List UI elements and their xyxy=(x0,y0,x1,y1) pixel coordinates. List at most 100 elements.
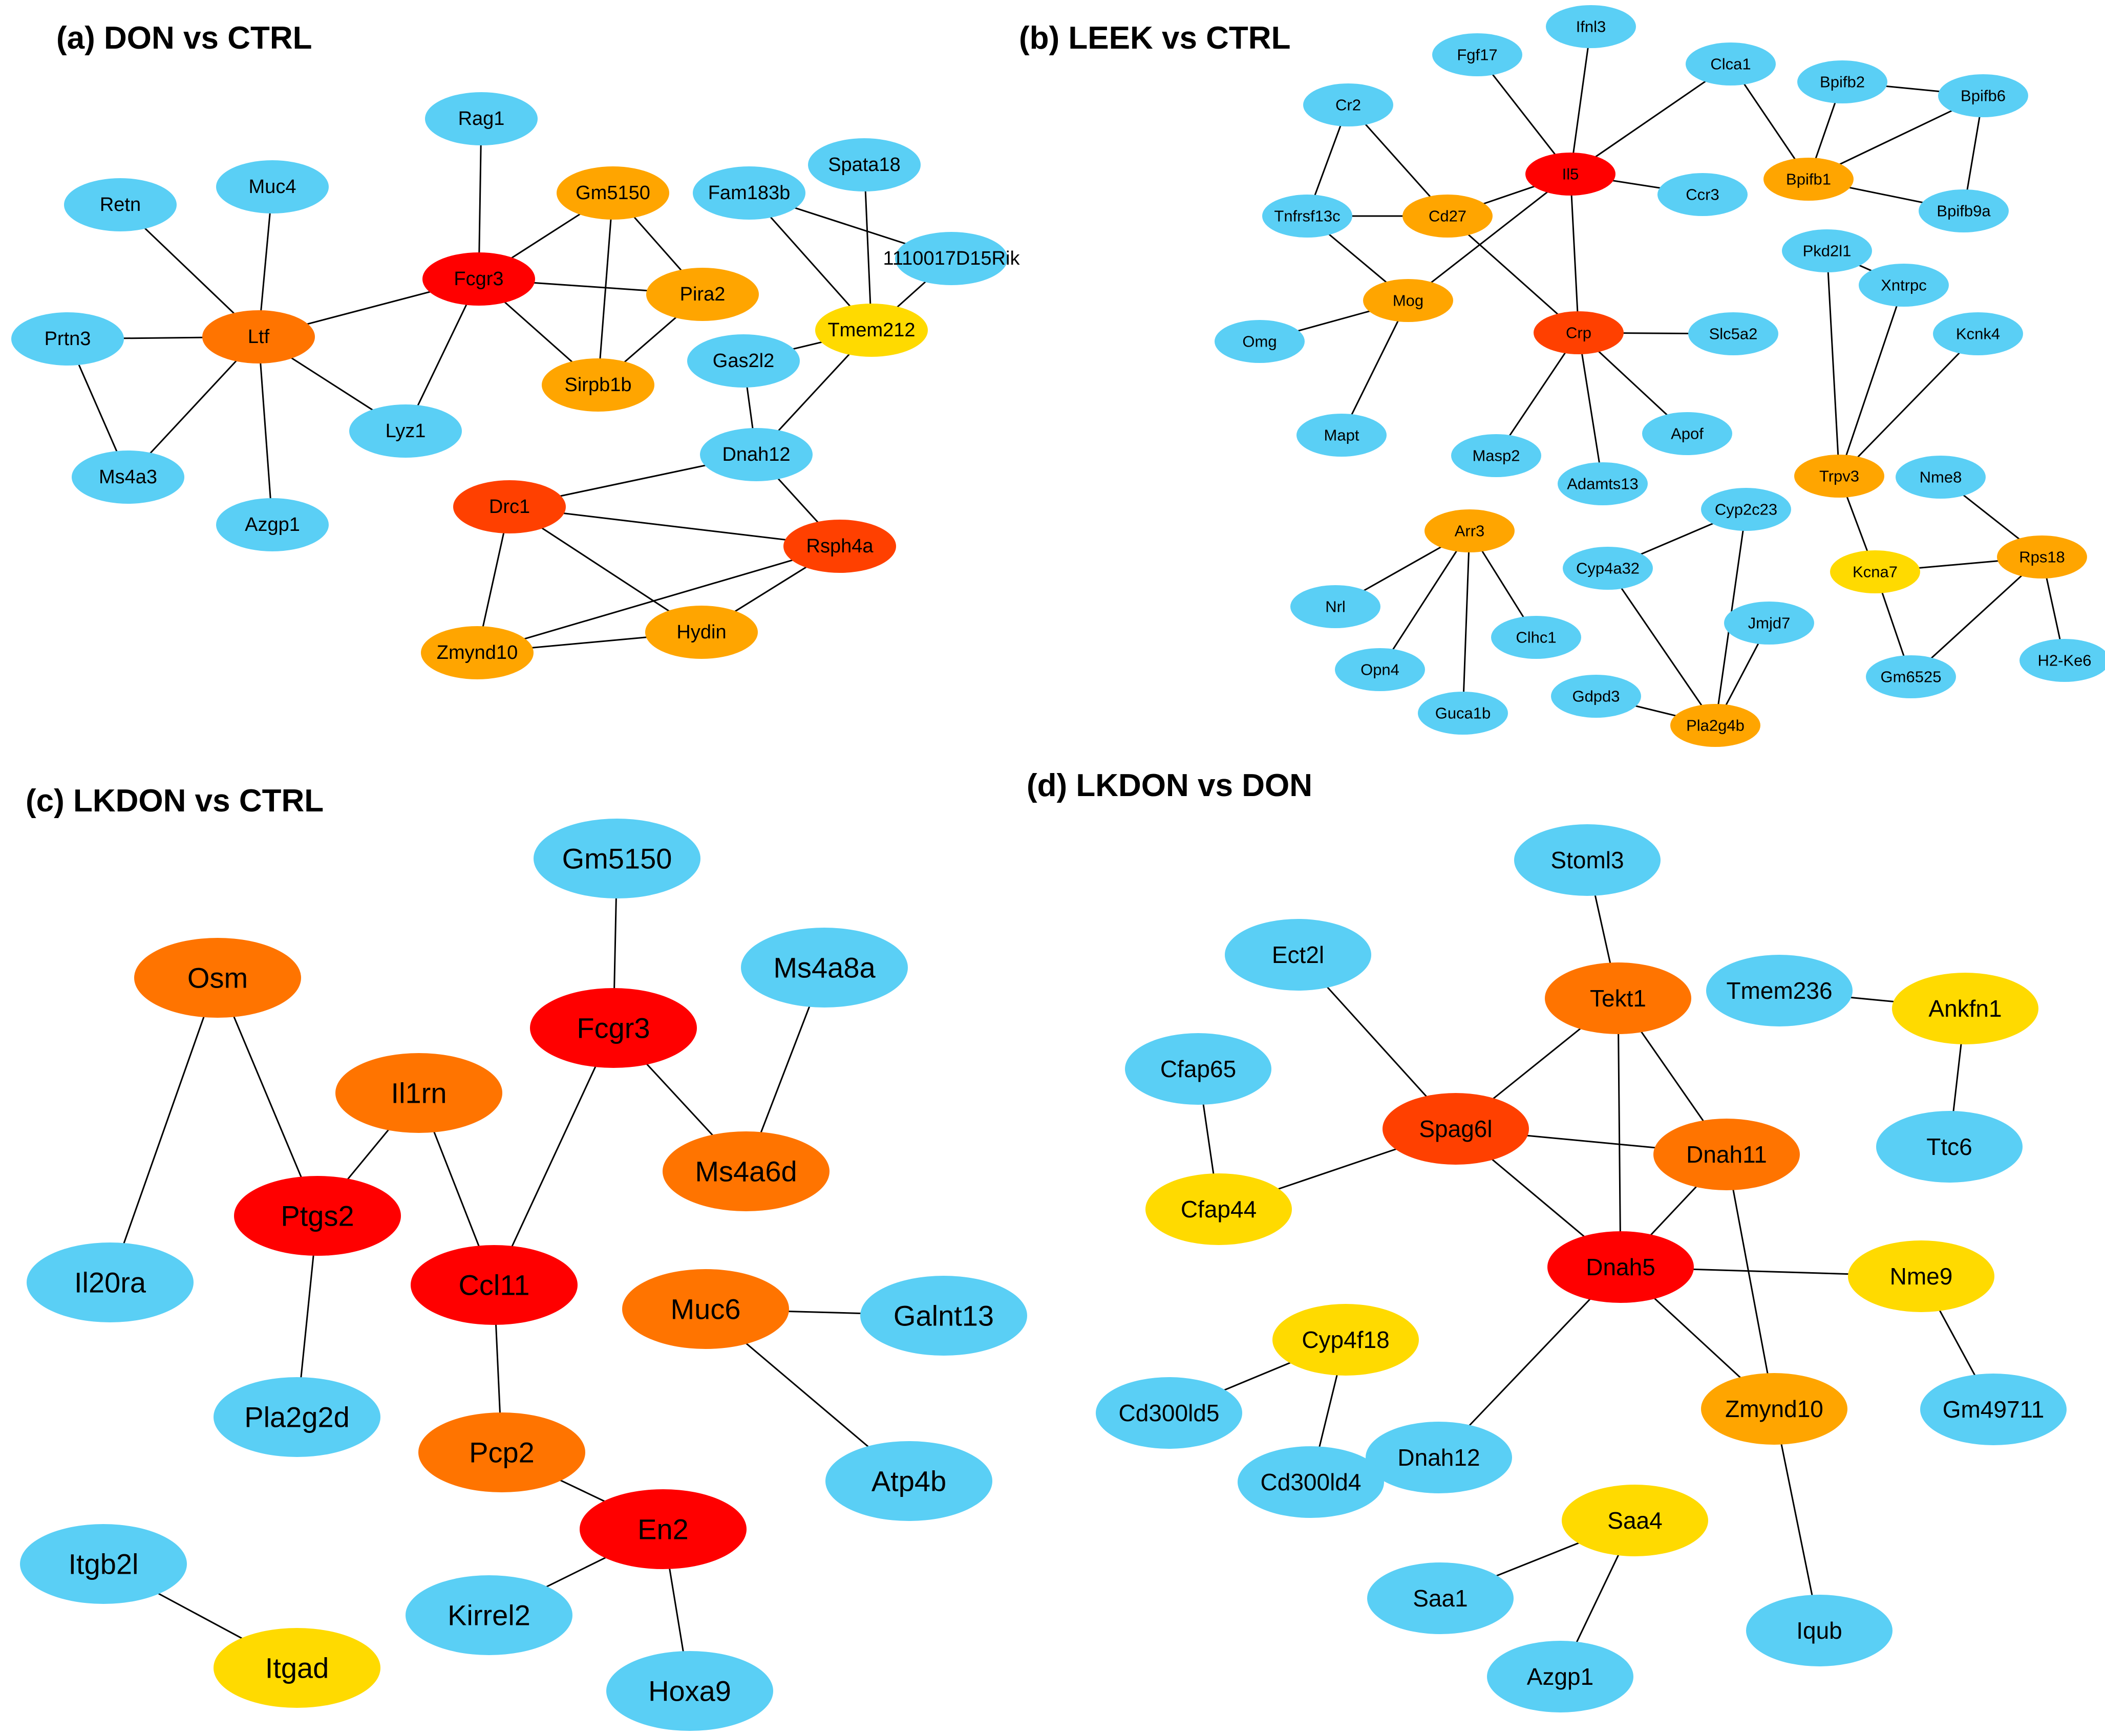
panel-d-node-dnah11: Dnah11 xyxy=(1653,1119,1800,1190)
panel-a-node-drc1-shape xyxy=(453,480,566,533)
panel-a-node-tmem212-label: Tmem212 xyxy=(827,319,915,341)
panel-c-node-il20ra-label: Il20ra xyxy=(74,1267,146,1299)
panel-b-node-bpifb1-label: Bpifb1 xyxy=(1786,170,1831,188)
panel-c-node-pla2g2d: Pla2g2d xyxy=(214,1377,380,1457)
panel-c-node-il1rn-label: Il1rn xyxy=(391,1077,447,1109)
panel-c-title: (c) LKDON vs CTRL xyxy=(26,783,324,819)
panel-d-node-cfap44-label: Cfap44 xyxy=(1181,1196,1257,1223)
panel-b-node-il5: Il5 xyxy=(1525,153,1615,196)
panel-a-edge-rag1-fcgr3 xyxy=(478,118,482,280)
panel-a-node-ms4a3-shape xyxy=(72,451,184,504)
panel-c-node-il20ra-shape xyxy=(27,1242,194,1322)
panel-b-node-omg: Omg xyxy=(1215,320,1305,363)
panel-a-node-ltf-label: Ltf xyxy=(248,326,270,348)
panel-c-node-kirrel2-label: Kirrel2 xyxy=(448,1599,530,1632)
panel-c-node-itgb2l-label: Itgb2l xyxy=(69,1548,139,1580)
panel-b-node-kcnk4-label: Kcnk4 xyxy=(1956,325,2000,343)
panel-b-node-cd27: Cd27 xyxy=(1402,195,1493,238)
panel-b-node-bpifb1-shape xyxy=(1763,158,1854,201)
panel-d-node-cyp4f18-shape xyxy=(1272,1304,1419,1376)
panel-a-node-1110017d15rik: 1110017D15Rik xyxy=(883,232,1020,285)
panel-d-node-cyp4f18: Cyp4f18 xyxy=(1272,1304,1419,1376)
panel-b-node-rps18-shape xyxy=(1997,535,2087,578)
panel-b-edge-arr3-opn4 xyxy=(1379,530,1471,670)
panel-d-node-saa1-shape xyxy=(1367,1562,1514,1634)
panel-b-node-trpv3-shape xyxy=(1794,455,1884,498)
panel-d-node-stoml3: Stoml3 xyxy=(1514,824,1661,896)
panel-a-node-gm5150-shape xyxy=(557,166,669,220)
panel-a-node-fcgr3: Fcgr3 xyxy=(422,252,535,306)
panel-b-node-fgf17-shape xyxy=(1432,33,1522,76)
panel-c-node-ms4a8a: Ms4a8a xyxy=(741,928,908,1008)
panel-a-node-dnah12-label: Dnah12 xyxy=(722,444,790,465)
panel-c-node-galnt13-shape xyxy=(860,1276,1027,1356)
panel-b-node-adamts13: Adamts13 xyxy=(1558,462,1648,505)
panel-a-node-azgp1: Azgp1 xyxy=(216,498,329,551)
panel-c-node-il1rn: Il1rn xyxy=(335,1053,502,1133)
panel-b-node-trpv3-label: Trpv3 xyxy=(1819,467,1859,485)
panel-b-node-adamts13-label: Adamts13 xyxy=(1567,475,1639,493)
panel-a-node-gas2l2-label: Gas2l2 xyxy=(713,350,774,372)
panel-d-node-cfap44-shape xyxy=(1145,1173,1292,1245)
panel-b-node-opn4: Opn4 xyxy=(1335,648,1425,691)
panel-d-node-tekt1: Tekt1 xyxy=(1545,962,1691,1034)
panel-d-node-cd300ld4-label: Cd300ld4 xyxy=(1261,1469,1362,1495)
panel-c-node-en2-label: En2 xyxy=(637,1513,689,1546)
panel-b-node-ccr3-shape xyxy=(1657,173,1748,216)
panel-d-node-azgp1-shape xyxy=(1487,1641,1633,1712)
panel-b-node-nrl-shape xyxy=(1290,585,1380,628)
panel-a-node-hydin-label: Hydin xyxy=(676,621,726,643)
panel-b: (b) LEEK vs CTRL Ifnl3 Fgf17 Clca1 Bpifb2 Bp… xyxy=(1019,5,2105,747)
panel-b-node-nme8-shape xyxy=(1896,456,1986,499)
panel-d-node-ttc6: Ttc6 xyxy=(1876,1111,2023,1183)
panel-d-node-ankfn1: Ankfn1 xyxy=(1892,973,2038,1044)
panel-b-edge-il5-crp xyxy=(1569,174,1580,333)
panel-d-node-ect2l-shape xyxy=(1225,919,1371,991)
panel-b-node-gdpd3-label: Gdpd3 xyxy=(1572,688,1620,705)
panel-c-node-il20ra: Il20ra xyxy=(27,1242,194,1322)
panel-a-node-retn-label: Retn xyxy=(100,194,141,216)
panel-b-node-rps18-label: Rps18 xyxy=(2019,548,2065,566)
panel-b-node-gm6525-shape xyxy=(1866,655,1956,698)
panel-a-node-rag1-shape xyxy=(425,92,538,145)
panel-b-node-pkd2l1-label: Pkd2l1 xyxy=(1803,242,1852,260)
panel-d-node-tmem236: Tmem236 xyxy=(1706,955,1853,1026)
panel-a-node-1110017d15rik-label: 1110017D15Rik xyxy=(883,248,1020,269)
panel-c-node-muc6-label: Muc6 xyxy=(671,1293,741,1325)
panel-b-node-pla2g4b-shape xyxy=(1670,704,1760,747)
panel-b-node-fgf17-label: Fgf17 xyxy=(1457,46,1497,64)
panel-a-node-fcgr3-label: Fcgr3 xyxy=(454,268,503,290)
panel-b-node-tnfrsf13c-shape xyxy=(1262,195,1352,238)
panel-a-node-retn-shape xyxy=(64,178,177,231)
panel-c-node-en2: En2 xyxy=(580,1489,747,1569)
panel-c-node-itgad-shape xyxy=(214,1628,380,1708)
panel-b-node-clhc1: Clhc1 xyxy=(1491,616,1581,659)
panel-a-node-prtn3-label: Prtn3 xyxy=(45,328,91,350)
panel-a-node-gm5150: Gm5150 xyxy=(557,166,669,220)
panel-b-edge-pkd2l1-trpv3 xyxy=(1826,250,1840,477)
panel-a-node-sirpb1b-label: Sirpb1b xyxy=(565,374,632,396)
panel-b-node-omg-shape xyxy=(1215,320,1305,363)
panel-b-node-guca1b: Guca1b xyxy=(1418,692,1508,735)
panel-b-edge-ifnl3-il5 xyxy=(1569,26,1592,175)
panel-d-node-ect2l-label: Ect2l xyxy=(1272,941,1324,968)
panel-c-node-en2-shape xyxy=(580,1489,747,1569)
panel-b-node-cyp4a32-label: Cyp4a32 xyxy=(1576,560,1640,577)
panel-c-node-il1rn-shape xyxy=(335,1053,502,1133)
panel-c-node-galnt13: Galnt13 xyxy=(860,1276,1027,1356)
panel-b-edge-cd27-crp xyxy=(1447,215,1579,334)
panel-d-node-ankfn1-label: Ankfn1 xyxy=(1928,995,2002,1022)
panel-a-edge-spata18-tmem212 xyxy=(863,164,873,331)
panel-d-node-tmem236-label: Tmem236 xyxy=(1726,977,1832,1004)
panel-d-node-gm49711-shape xyxy=(1920,1374,2067,1445)
panel-b-node-bpifb1: Bpifb1 xyxy=(1763,158,1854,201)
panel-d: (d) LKDON vs DON Stoml3 Ect2l Tekt1 Tmem236… xyxy=(1027,768,2067,1712)
panel-a-node-fam183b: Fam183b xyxy=(693,166,805,220)
panel-b-node-opn4-label: Opn4 xyxy=(1360,661,1399,679)
panel-b-node-apof: Apof xyxy=(1642,412,1732,455)
panel-d-node-azgp1: Azgp1 xyxy=(1487,1641,1633,1712)
panel-d-node-spag6l-shape xyxy=(1383,1093,1529,1165)
panel-c-node-ptgs2-label: Ptgs2 xyxy=(281,1200,354,1232)
panel-d-node-ttc6-label: Ttc6 xyxy=(1926,1133,1972,1160)
panel-c-node-hoxa9: Hoxa9 xyxy=(606,1651,773,1731)
